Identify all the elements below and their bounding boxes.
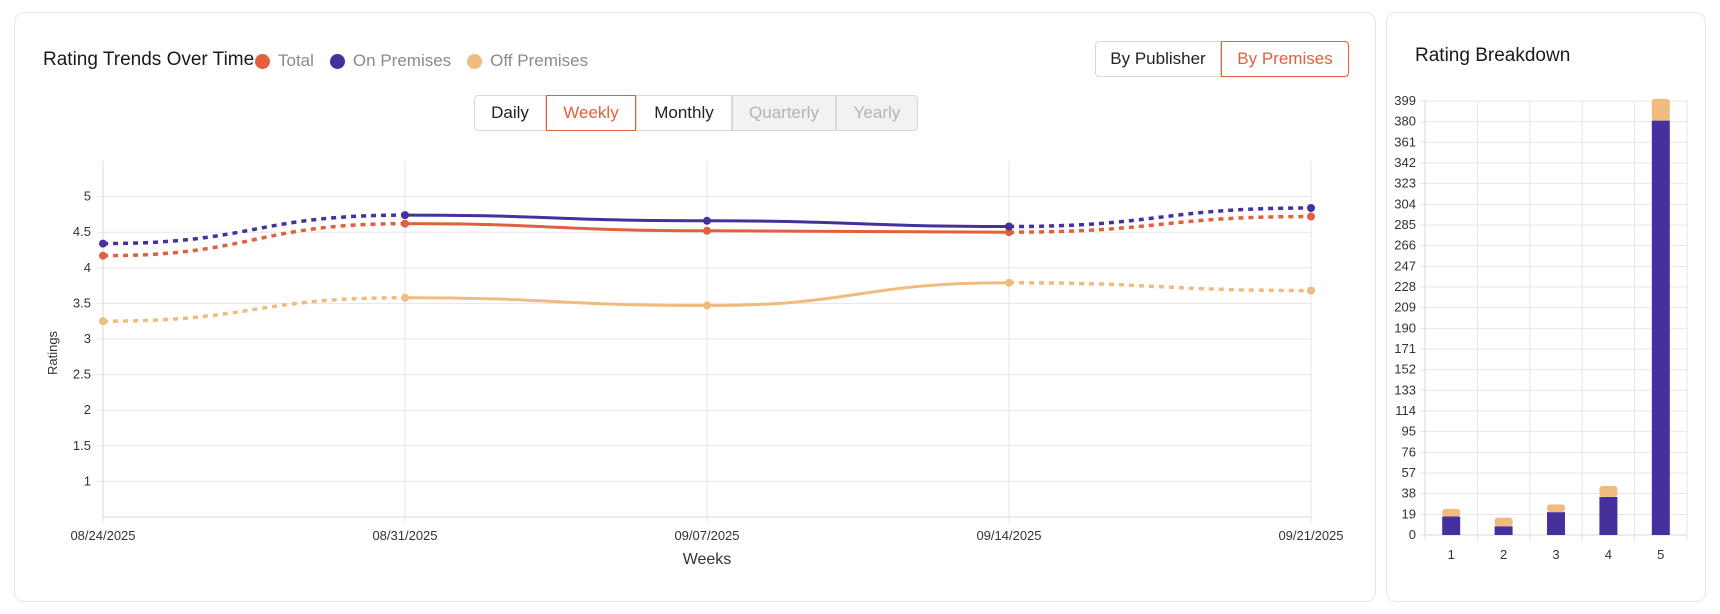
x-tick-label: 09/14/2025 bbox=[976, 528, 1041, 543]
series-dashed-start-on-premises bbox=[102, 213, 406, 246]
data-point-total bbox=[99, 251, 107, 260]
series-dashed-end-on-premises bbox=[1008, 206, 1312, 229]
data-point-off-premises bbox=[99, 317, 107, 326]
y-tick-label: 1 bbox=[84, 473, 91, 488]
y-tick-label: 171 bbox=[1394, 341, 1416, 356]
y-tick-label: 323 bbox=[1394, 176, 1416, 191]
series-dashed-end-off-premises bbox=[1008, 281, 1312, 293]
x-tick-label: 3 bbox=[1552, 547, 1559, 562]
y-tick-label: 95 bbox=[1402, 424, 1416, 439]
rating-breakdown-chart: 0193857769511413315217119020922824726628… bbox=[1394, 93, 1688, 562]
breakdown-title: Rating Breakdown bbox=[1415, 45, 1571, 66]
y-tick-label: 0 bbox=[1409, 527, 1416, 542]
bar-on-premises-rating-1 bbox=[1442, 516, 1461, 535]
legend-dot-on-premises bbox=[329, 53, 345, 69]
series-dashed-start-total bbox=[102, 221, 406, 258]
weekly-button[interactable]: Weekly bbox=[546, 95, 636, 131]
data-point-on-premises bbox=[703, 216, 711, 225]
y-tick-label: 152 bbox=[1394, 362, 1416, 377]
data-point-off-premises bbox=[1005, 278, 1013, 287]
data-point-total bbox=[703, 226, 711, 235]
y-tick-label: 361 bbox=[1394, 134, 1416, 149]
y-tick-label: 285 bbox=[1394, 217, 1416, 232]
daily-button[interactable]: Daily bbox=[474, 95, 546, 131]
bar-off-premises-rating-5 bbox=[1651, 98, 1670, 121]
data-point-on-premises bbox=[1005, 222, 1013, 231]
y-tick-label: 57 bbox=[1402, 465, 1416, 480]
data-point-off-premises bbox=[703, 301, 711, 310]
by-premises-button[interactable]: By Premises bbox=[1221, 41, 1349, 77]
y-tick-label: 114 bbox=[1395, 403, 1416, 418]
bar-on-premises-rating-4 bbox=[1599, 496, 1618, 535]
y-tick-label: 247 bbox=[1394, 258, 1416, 273]
series-dashed-start-off-premises bbox=[102, 295, 406, 323]
bar-off-premises-rating-3 bbox=[1547, 504, 1565, 513]
x-tick-label: 2 bbox=[1500, 547, 1507, 562]
legend-label-on-premises: On Premises bbox=[352, 51, 452, 70]
bar-on-premises-rating-5 bbox=[1651, 120, 1670, 535]
data-point-total bbox=[401, 219, 409, 228]
y-tick-label: 38 bbox=[1402, 486, 1416, 501]
rating-breakdown-card: Rating Breakdown 0 19 38 57 76 95 114 133 152 171… bbox=[1386, 12, 1706, 602]
legend-label-total: Total bbox=[278, 51, 314, 70]
x-tick-label: 08/24/2025 bbox=[70, 528, 135, 543]
y-tick-label: 1.5 bbox=[73, 438, 91, 453]
y-tick-label: 3 bbox=[84, 331, 91, 346]
y-tick-label: 2.5 bbox=[73, 367, 91, 382]
by-publisher-button[interactable]: By Publisher bbox=[1095, 41, 1221, 77]
legend-dot-off-premises bbox=[467, 53, 483, 69]
x-tick-label: 08/31/2025 bbox=[372, 528, 437, 543]
trends-legend: Total On Premises Off Premises bbox=[255, 51, 604, 71]
y-tick-label: 3.5 bbox=[73, 295, 91, 310]
x-tick-label: 4 bbox=[1605, 547, 1612, 562]
x-tick-label: 5 bbox=[1657, 547, 1664, 562]
data-point-total bbox=[1307, 212, 1315, 221]
data-point-off-premises bbox=[401, 293, 409, 302]
y-tick-label: 2 bbox=[84, 402, 91, 417]
data-point-total bbox=[1005, 228, 1013, 237]
x-axis-title: Weeks bbox=[683, 551, 732, 568]
y-tick-label: 4.5 bbox=[73, 224, 91, 239]
y-tick-label: 342 bbox=[1394, 155, 1416, 170]
y-tick-label: 76 bbox=[1402, 444, 1416, 459]
data-point-off-premises bbox=[1307, 286, 1315, 295]
trends-title: Rating Trends Over Time bbox=[43, 49, 255, 70]
legend-dot-total bbox=[255, 53, 270, 69]
y-tick-label: 209 bbox=[1394, 300, 1416, 315]
y-tick-label: 133 bbox=[1394, 382, 1416, 397]
data-point-on-premises bbox=[99, 239, 107, 248]
y-tick-label: 399 bbox=[1394, 93, 1416, 108]
quarterly-button[interactable]: Quarterly bbox=[732, 95, 836, 131]
series-dashed-end-total bbox=[1008, 214, 1312, 234]
bar-on-premises-rating-2 bbox=[1494, 526, 1513, 535]
y-tick-label: 304 bbox=[1394, 196, 1416, 211]
data-point-on-premises bbox=[1307, 203, 1315, 212]
bar-on-premises-rating-3 bbox=[1547, 512, 1565, 535]
legend-item-total[interactable]: Total bbox=[255, 51, 314, 71]
legend-item-on-premises[interactable]: On Premises bbox=[329, 51, 452, 71]
legend-label-off-premises: Off Premises bbox=[490, 51, 589, 70]
legend-item-off-premises[interactable]: Off Premises bbox=[467, 51, 588, 71]
bar-off-premises-rating-4 bbox=[1599, 486, 1618, 497]
bar-off-premises-rating-2 bbox=[1494, 517, 1513, 527]
x-tick-label: 1 bbox=[1448, 547, 1455, 562]
y-tick-label: 190 bbox=[1394, 320, 1416, 335]
x-tick-label: 09/21/2025 bbox=[1278, 528, 1343, 543]
y-tick-label: 5 bbox=[84, 189, 91, 204]
monthly-button[interactable]: Monthly bbox=[636, 95, 732, 131]
y-tick-label: 380 bbox=[1394, 114, 1416, 129]
y-axis-title: Ratings bbox=[45, 330, 60, 375]
rating-trends-chart: 1 1.5 2 2.5 3 3.5 4 4.5 5 08/24/2025 08/31/2025 09/… bbox=[45, 161, 1344, 568]
y-tick-label: 228 bbox=[1394, 279, 1416, 294]
bar-off-premises-rating-1 bbox=[1442, 508, 1461, 517]
yearly-button[interactable]: Yearly bbox=[836, 95, 918, 131]
y-tick-label: 19 bbox=[1402, 506, 1416, 521]
y-tick-label: 266 bbox=[1394, 238, 1416, 253]
data-point-on-premises bbox=[401, 211, 409, 220]
y-tick-label: 4 bbox=[84, 260, 91, 275]
rating-trends-card: Rating Trends Over Time Total On Premise… bbox=[14, 12, 1376, 602]
x-tick-label: 09/07/2025 bbox=[674, 528, 739, 543]
